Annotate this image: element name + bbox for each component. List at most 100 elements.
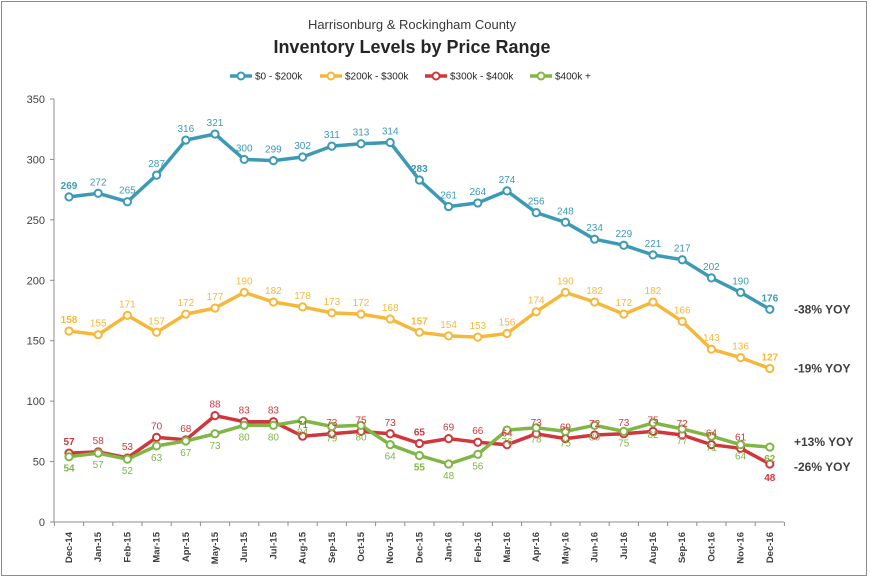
data-label: 80 (589, 432, 601, 443)
data-label: 261 (440, 191, 457, 202)
yoy-label: -38% YOY (794, 302, 850, 316)
y-tick-label: 50 (33, 457, 45, 469)
data-point (531, 307, 541, 317)
data-point (560, 287, 571, 297)
data-label: 272 (90, 177, 107, 188)
data-label: 80 (268, 432, 280, 443)
data-label: 173 (323, 297, 340, 308)
yoy-annotations: -38% YOY -19% YOY -26% YOY +13% YOY (794, 302, 853, 474)
legend-marker (431, 71, 441, 81)
data-label: 158 (61, 315, 78, 326)
data-label: 182 (586, 286, 603, 297)
data-point (502, 328, 512, 339)
data-label: 71 (706, 443, 718, 454)
data-point (765, 459, 775, 469)
data-label: 313 (353, 128, 370, 139)
data-labels: 269 272 265 287 316 321 300 299 302 311 313 314 283 2… (61, 118, 779, 484)
y-tick-label: 250 (27, 215, 45, 227)
x-tick-label: Dec-15 (414, 531, 425, 563)
data-label: 177 (207, 292, 224, 303)
data-point (385, 314, 395, 324)
data-point (590, 297, 600, 307)
data-label: 157 (148, 316, 165, 327)
data-point (298, 302, 308, 312)
data-label: 56 (472, 461, 484, 472)
data-label: 221 (645, 239, 662, 250)
x-tick-label: May-16 (560, 532, 571, 564)
y-tick-label: 200 (27, 275, 45, 287)
data-label: 64 (706, 429, 718, 440)
data-label: 64 (501, 429, 513, 440)
data-point (619, 309, 629, 319)
data-point (385, 440, 395, 450)
data-label: 168 (382, 303, 399, 314)
data-label: 202 (703, 262, 720, 273)
data-point (93, 188, 103, 198)
data-label: 73 (618, 418, 630, 429)
x-tick-label: Feb-15 (122, 531, 133, 562)
data-point (444, 201, 454, 212)
axes: 0 50 100 150 200 250 300 350 Dec-14 Jan-15 Feb-15 M… (27, 94, 785, 564)
data-label: 54 (63, 464, 75, 475)
series-points (64, 129, 775, 469)
data-label: 178 (294, 291, 311, 302)
data-point (268, 297, 278, 307)
data-point (239, 420, 249, 430)
data-label: 287 (148, 159, 165, 170)
data-label: 70 (151, 421, 163, 432)
x-tick-label: Nov-15 (385, 531, 396, 563)
x-tick-label: Jun-15 (239, 531, 250, 562)
legend-label: $400k + (555, 72, 591, 83)
data-point (356, 309, 366, 319)
data-label: 283 (411, 164, 428, 175)
data-point (560, 426, 571, 436)
x-tick-label: Jan-16 (444, 532, 455, 562)
data-label: 52 (122, 466, 134, 477)
data-point (327, 141, 337, 151)
data-label: 63 (151, 453, 163, 464)
data-label: 172 (353, 298, 370, 309)
x-tick-label: Sep-15 (327, 531, 338, 563)
data-label: 75 (647, 415, 659, 426)
data-point (414, 438, 424, 449)
data-point (590, 420, 600, 430)
data-point (356, 420, 366, 430)
data-label: 143 (703, 333, 720, 344)
data-label: 72 (589, 419, 601, 430)
x-tick-label: Jun-16 (590, 532, 601, 563)
data-point (765, 304, 775, 314)
data-point (93, 448, 103, 458)
data-point (473, 332, 483, 342)
series-line (67, 132, 772, 312)
data-point (152, 441, 162, 451)
x-tick-label: Oct-16 (706, 532, 717, 562)
data-label: 73 (326, 418, 338, 429)
data-point (648, 426, 658, 436)
yoy-label: -19% YOY (794, 362, 850, 376)
chart-subtitle: Harrisonburg & Rockingham County (308, 17, 517, 32)
y-tick-label: 0 (39, 517, 45, 529)
x-tick-label: Jan-15 (93, 531, 104, 562)
data-label: 72 (677, 419, 689, 430)
x-tick-label: Jul-16 (619, 532, 630, 559)
data-label: 75 (355, 415, 367, 426)
data-label: 67 (180, 448, 192, 459)
data-point (210, 411, 220, 421)
data-point (64, 326, 74, 336)
x-tick-label: Nov-16 (736, 532, 747, 564)
data-point (736, 287, 746, 297)
data-point (93, 330, 103, 340)
x-tick-label: Feb-16 (473, 532, 484, 563)
yoy-label: -26% YOY (794, 460, 850, 474)
data-label: 71 (297, 420, 309, 431)
data-point (298, 431, 308, 441)
data-label: 269 (61, 181, 78, 192)
data-label: 83 (268, 406, 280, 417)
data-label: 73 (209, 441, 221, 452)
data-label: 78 (531, 435, 543, 446)
data-label: 300 (236, 143, 253, 154)
data-label: 274 (499, 175, 516, 186)
data-label: 172 (615, 298, 632, 309)
data-label: 66 (472, 426, 484, 437)
